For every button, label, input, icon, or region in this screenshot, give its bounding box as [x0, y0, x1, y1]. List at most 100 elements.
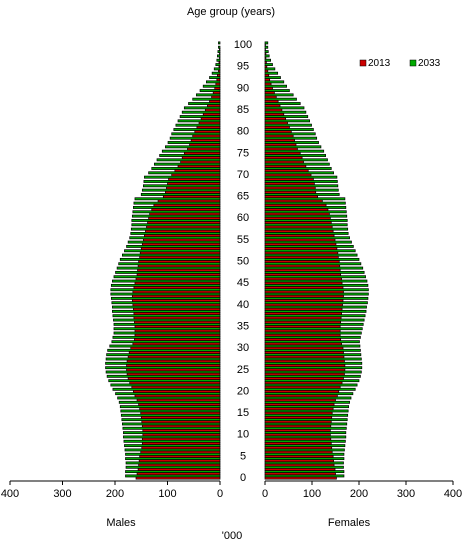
bar-female-2013-age-26: [264, 364, 346, 367]
bar-male-2013-age-28: [127, 355, 221, 359]
bar-male-2013-age-71: [174, 169, 221, 173]
bar-female-2013-age-14: [264, 416, 333, 419]
bar-female-2013-age-77: [264, 143, 297, 147]
bar-male-2013-age-73: [180, 160, 221, 164]
bar-male-2013-age-47: [136, 273, 221, 277]
bar-female-2013-age-56: [264, 234, 335, 238]
right-tick-label-0: 0: [262, 488, 268, 500]
bar-male-2013-age-72: [177, 164, 221, 168]
bar-male-2013-age-42: [131, 294, 221, 298]
bar-male-2013-age-33: [134, 333, 221, 337]
bar-female-2013-age-47: [264, 273, 342, 277]
bar-female-2013-age-94: [264, 69, 269, 73]
bar-male-2013-age-5: [139, 455, 221, 458]
bar-male-2013-age-35: [134, 325, 221, 328]
age-tick-20: 20: [237, 385, 249, 397]
bar-male-2013-age-21: [131, 385, 221, 389]
bar-male-2013-age-19: [134, 394, 221, 398]
bar-male-2013-age-14: [140, 416, 221, 419]
right-x-ticks: 0 100 200 300 400: [262, 481, 462, 500]
bar-male-2013-age-86: [207, 104, 221, 108]
bar-female-2013-age-30: [264, 346, 344, 350]
bar-female-2013-age-76: [264, 147, 298, 151]
bar-male-2033-age-88: [196, 93, 221, 97]
bar-female-2033-age-89: [264, 89, 290, 92]
age-tick-80: 80: [237, 126, 249, 138]
bar-female-2013-age-95: [264, 65, 268, 69]
bar-male-2013-age-11: [142, 429, 221, 432]
bar-male-2013-age-91: [215, 82, 221, 86]
bar-female-2013-age-38: [264, 312, 342, 315]
bar-female-2013-age-78: [264, 138, 295, 142]
legend-2033-swatch: [409, 59, 417, 67]
bar-female-2013-age-57: [264, 229, 334, 233]
bar-male-2013-age-95: [218, 65, 221, 69]
bar-male-2013-age-2: [137, 467, 221, 471]
bar-female-2013-age-41: [264, 299, 344, 302]
age-tick-25: 25: [237, 364, 249, 376]
bar-female-2013-age-89: [264, 91, 275, 95]
bar-male-2033-age-90: [202, 84, 221, 88]
bar-female-2013-age-40: [264, 303, 343, 307]
bar-male-2013-age-51: [139, 255, 221, 259]
bar-female-2013-age-97: [264, 56, 267, 60]
bar-female-2013-age-61: [264, 212, 330, 216]
bar-male-2013-age-30: [130, 346, 221, 350]
age-tick-50: 50: [237, 256, 249, 268]
bar-male-2013-age-32: [134, 338, 221, 341]
bar-male-2013-age-77: [189, 143, 221, 147]
bar-male-2013-age-89: [212, 91, 221, 95]
left-tick-label-300: 300: [53, 488, 71, 500]
bar-female-2013-age-46: [264, 277, 342, 281]
bar-female-2013-age-3: [264, 463, 335, 467]
bar-male-2013-age-55: [143, 238, 221, 242]
left-x-axis: 400 300 200 100 0: [1, 480, 223, 500]
bar-female-2033-age-90: [264, 84, 287, 88]
bar-male-2013-age-40: [132, 303, 221, 307]
bar-male-2013-age-52: [139, 251, 221, 255]
bar-male-2013-age-80: [194, 130, 221, 134]
bar-female-2013-age-10: [264, 433, 331, 437]
bar-female-2033-age-98: [264, 50, 269, 54]
bar-female-2013-age-86: [264, 104, 281, 108]
bar-female-2013-age-17: [264, 403, 335, 406]
bar-male-2013-age-96: [218, 60, 221, 64]
bar-male-2013-age-26: [126, 364, 221, 367]
bar-female-2033-age-85: [264, 106, 305, 110]
bar-female-2013-age-1: [264, 472, 336, 476]
bar-female-2013-age-21: [264, 385, 341, 389]
bar-male-2013-age-44: [133, 286, 221, 289]
bar-female-2013-age-18: [264, 398, 336, 402]
age-tick-45: 45: [237, 277, 249, 289]
bar-male-2013-age-67: [166, 186, 221, 190]
bar-female-2013-age-34: [264, 329, 341, 333]
bar-male-2033-age-94: [213, 67, 221, 71]
bar-male-2033-age-93: [211, 71, 221, 75]
bar-male-2013-age-92: [216, 78, 221, 82]
bar-female-2013-age-58: [264, 225, 333, 229]
right-tick-label-200: 200: [350, 488, 368, 500]
bar-male-2033-age-95: [215, 63, 221, 67]
age-tick-labels: 0 5 10 15 20 25 30 35 40 45 50 55 60 65 70 75 80 85 90 95 10…: [234, 39, 252, 484]
bar-male-2013-age-54: [141, 242, 221, 246]
bar-female-2013-age-37: [264, 316, 342, 320]
right-tick-label-400: 400: [444, 488, 462, 500]
bar-female-2013-age-81: [264, 125, 290, 129]
bar-male-2013-age-50: [138, 260, 221, 264]
bar-male-2013-age-36: [134, 320, 221, 324]
age-tick-70: 70: [237, 169, 249, 181]
bar-male-2013-age-79: [192, 134, 221, 138]
bar-female-2013-age-84: [264, 112, 285, 116]
bar-male-2013-age-85: [204, 108, 221, 112]
male-bars: [105, 41, 221, 480]
bar-male-2033-age-92: [209, 76, 221, 79]
bar-female-2013-age-90: [264, 86, 273, 90]
bar-female-2013-age-36: [264, 320, 342, 324]
bar-female-2013-age-66: [264, 190, 317, 194]
bar-male-2013-age-68: [167, 182, 221, 186]
bar-female-2033-age-95: [264, 63, 273, 67]
bar-female-2013-age-59: [264, 221, 332, 225]
age-tick-75: 75: [237, 147, 249, 159]
bar-female-2013-age-31: [264, 342, 342, 346]
